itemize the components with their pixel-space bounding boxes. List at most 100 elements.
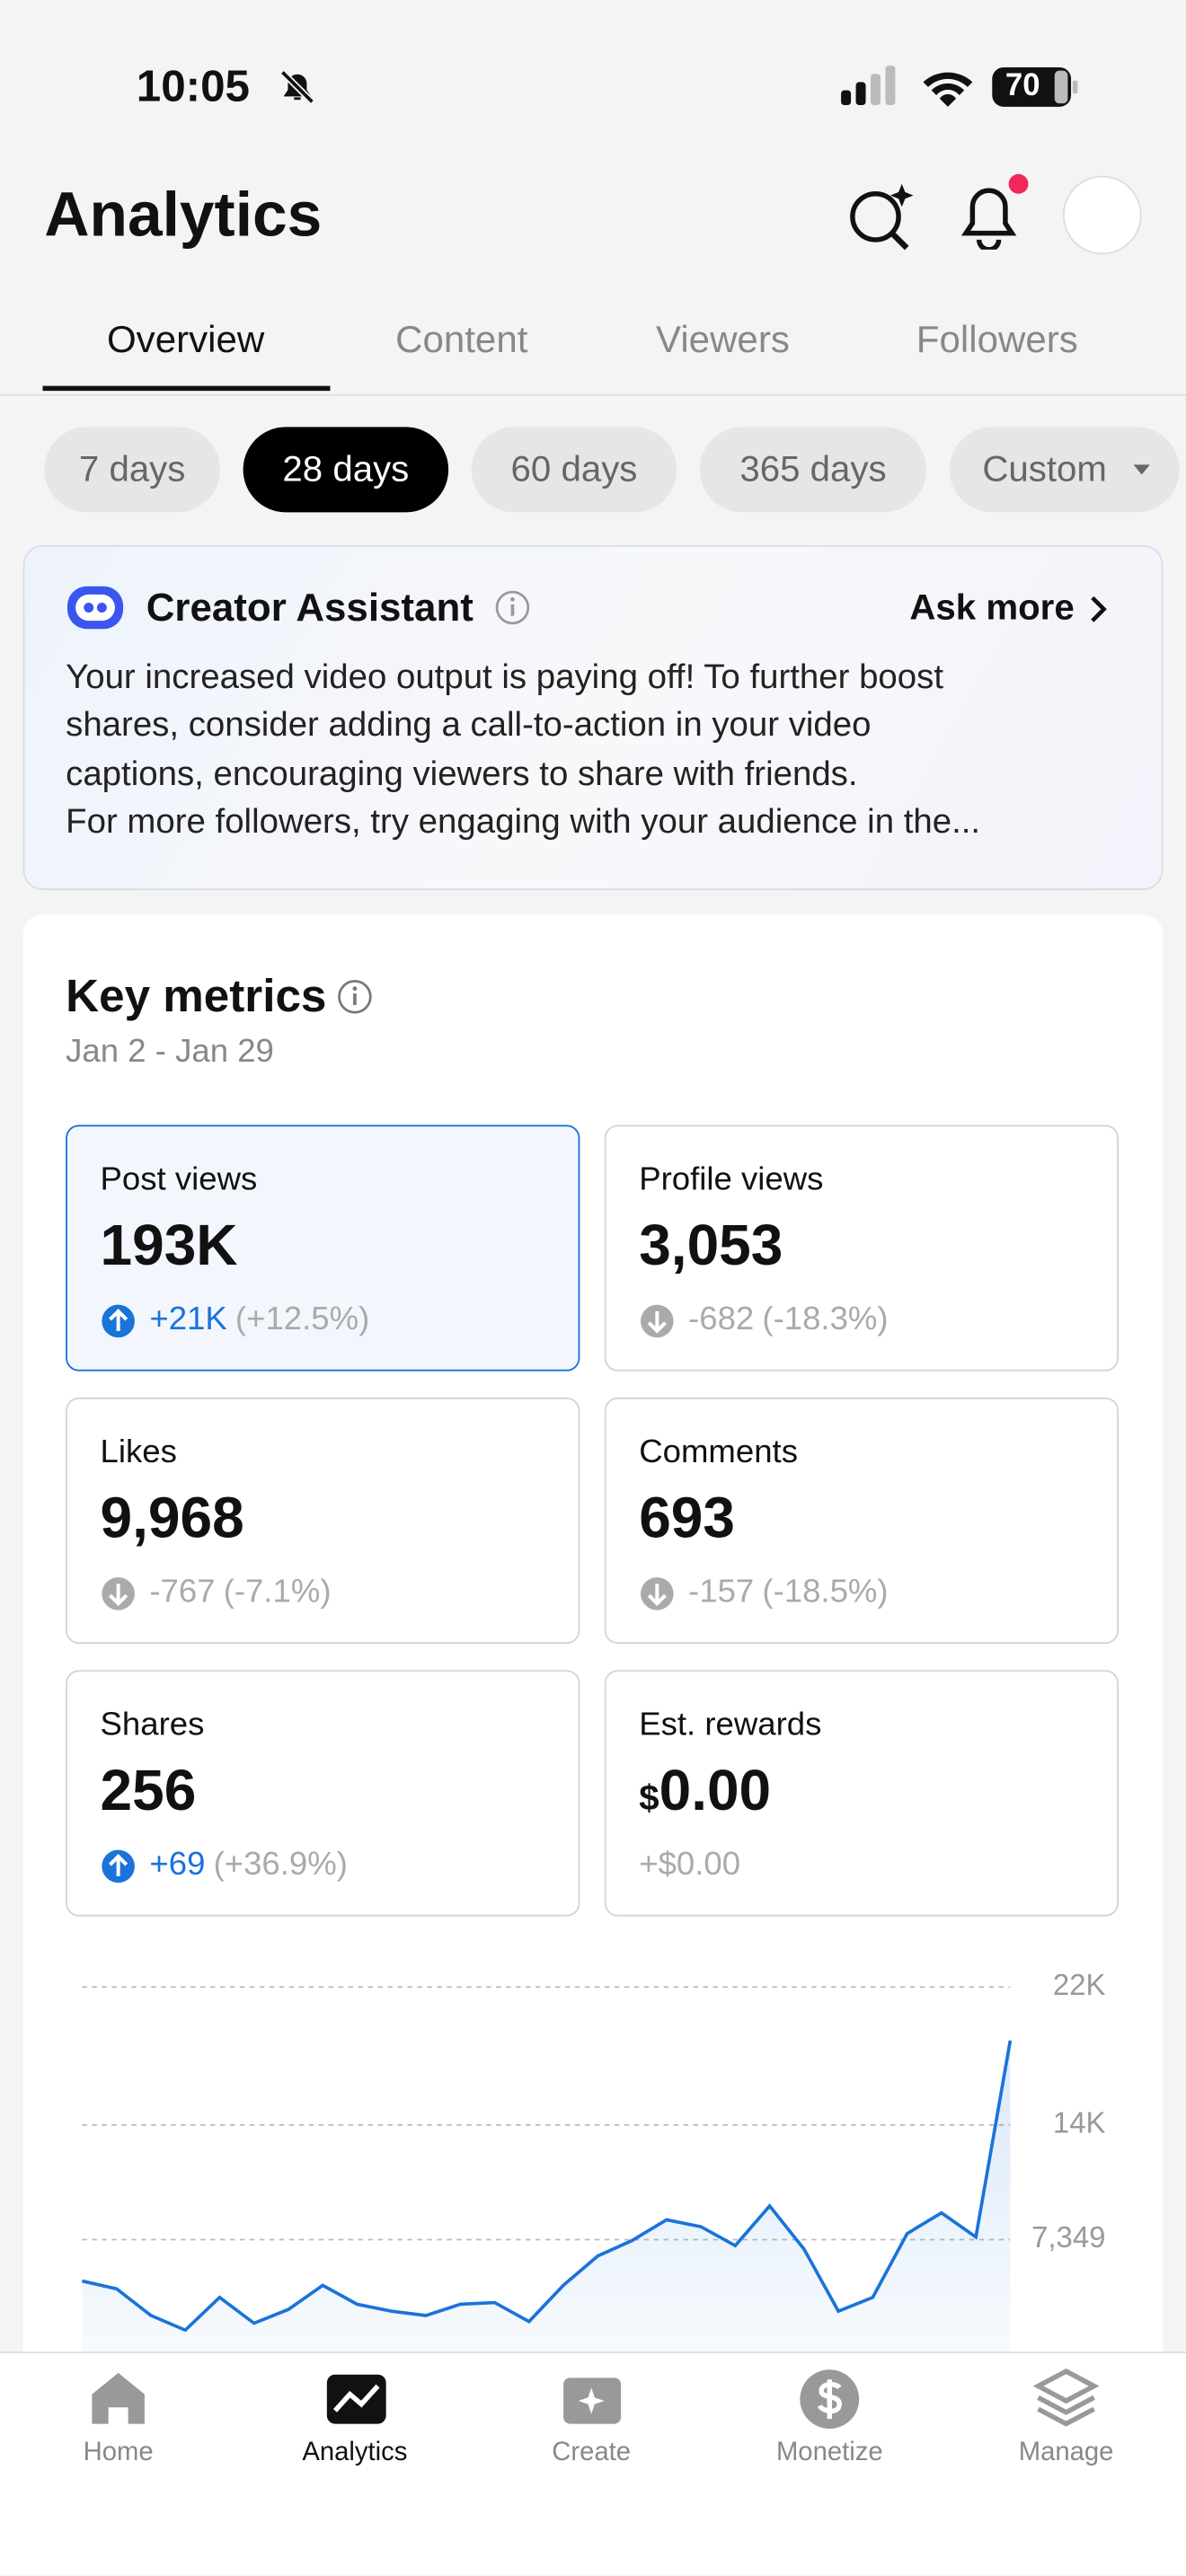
percent: (-18.3%) [762, 1301, 889, 1338]
metric-card[interactable]: Profile views 3,053 -682 (-18.3%) [604, 1125, 1120, 1372]
metric-change: +21K (+12.5%) [101, 1301, 370, 1339]
assistant-card[interactable] [22, 544, 1164, 890]
nav-label[interactable]: Manage [1018, 2439, 1114, 2467]
date-chip[interactable]: Custom [949, 427, 1180, 513]
tab[interactable]: Content [395, 317, 528, 361]
time: 10:05 [136, 61, 251, 111]
trend-arrow [109, 1308, 128, 1330]
metrics-title: Key metrics [66, 970, 327, 1022]
currency: $ [639, 1777, 659, 1818]
change: -682 [688, 1301, 755, 1338]
value: 9,968 [100, 1486, 244, 1550]
metric-label: Comments [639, 1434, 799, 1471]
trend-arrow [109, 1853, 128, 1875]
metric-value: 193K [101, 1213, 238, 1279]
line [82, 2040, 1013, 2333]
y-tick-label: 14K [1053, 2106, 1106, 2139]
divider [0, 393, 1186, 396]
info-icon[interactable] [337, 979, 373, 1015]
value: 0.00 [659, 1759, 772, 1823]
page-title: Analytics [44, 181, 323, 251]
avatar[interactable] [1062, 175, 1142, 255]
change: -767 [149, 1574, 216, 1610]
change: -157 [688, 1574, 755, 1610]
percent: (+36.9%) [213, 1846, 348, 1883]
date-chip[interactable]: 60 days [471, 427, 677, 513]
change: +21K [149, 1301, 227, 1338]
percent: (-7.1%) [223, 1574, 332, 1610]
y-tick-label: 7,349 [1031, 2220, 1105, 2254]
value: 193K [100, 1213, 238, 1278]
metric-label: Profile views [639, 1161, 824, 1198]
value: 693 [639, 1486, 735, 1550]
trend-icon [102, 1303, 135, 1337]
assistant-title: Creator Assistant [146, 586, 474, 631]
change: +69 [149, 1846, 206, 1883]
info-icon[interactable] [494, 589, 530, 625]
trend-arrow [647, 1310, 667, 1333]
tab[interactable]: Viewers [656, 317, 790, 361]
metric-label: Post views [100, 1161, 258, 1198]
trend-arrow [109, 1583, 128, 1606]
metric-label: Shares [100, 1707, 205, 1743]
y-tick-label: 22K [1053, 1968, 1106, 2001]
trend-icon [102, 1848, 135, 1883]
metric-value: 9,968 [101, 1486, 244, 1552]
chip-label: Custom [982, 448, 1107, 490]
metric-change: -767 (-7.1%) [101, 1574, 332, 1611]
assistant-icon [66, 586, 124, 630]
metrics-date: Jan 2 - Jan 29 [66, 1033, 274, 1071]
assistant-text: shares, consider adding a call-to-action… [66, 706, 872, 745]
notifications-icon[interactable] [952, 171, 1031, 250]
metric-change: +$0.00 [639, 1847, 740, 1884]
metric-label: Likes [100, 1434, 177, 1471]
value: 3,053 [639, 1213, 783, 1278]
nav-icons [92, 2368, 1100, 2430]
caret [1133, 464, 1150, 475]
assistant-text: captions, encouraging viewers to share w… [66, 755, 858, 794]
percent: (+12.5%) [235, 1301, 370, 1338]
metric-card[interactable]: Est. rewards $0.00 +$0.00 [604, 1670, 1120, 1917]
nav-label[interactable]: Home [83, 2439, 154, 2467]
metric-card[interactable]: Shares 256 +69 (+36.9%) [66, 1670, 580, 1917]
metric-card[interactable]: Post views 193K +21K (+12.5%) [66, 1125, 580, 1372]
value: 256 [100, 1759, 197, 1823]
assistant-text: Your increased video output is paying of… [66, 658, 944, 697]
area-fill [82, 2040, 1011, 2367]
metric-value: 3,053 [639, 1213, 783, 1279]
trend-arrow [647, 1583, 667, 1606]
nav-label[interactable]: Monetize [775, 2439, 883, 2467]
percent: (-18.5%) [762, 1574, 889, 1610]
trend-icon [102, 1576, 135, 1610]
metric-label: Est. rewards [639, 1707, 822, 1743]
chevron [1091, 595, 1107, 622]
metric-change: -682 (-18.3%) [639, 1301, 889, 1339]
metric-card[interactable]: Likes 9,968 -767 (-7.1%) [66, 1397, 580, 1645]
nav-label[interactable]: Create [552, 2439, 632, 2467]
change: +$0.00 [639, 1846, 741, 1883]
trend-icon [641, 1303, 674, 1337]
status-icons [841, 66, 1078, 107]
metric-value: 693 [639, 1486, 735, 1552]
metric-value: $0.00 [639, 1759, 771, 1824]
ask-more[interactable]: Ask more [909, 586, 1075, 628]
date-chip[interactable]: 365 days [699, 427, 927, 513]
metric-value: 256 [101, 1759, 197, 1824]
tab[interactable]: Followers [916, 317, 1078, 361]
assistant-text: For more followers, try engaging with yo… [66, 803, 981, 842]
date-chip[interactable]: 7 days [44, 427, 220, 513]
mute-icon [279, 69, 314, 104]
tab-underline [42, 385, 331, 392]
trend-icon [641, 1576, 674, 1610]
metric-change: -157 (-18.5%) [639, 1574, 889, 1611]
nav-label[interactable]: Analytics [302, 2439, 408, 2467]
search-ai-icon[interactable] [846, 181, 918, 252]
tab[interactable]: Overview [106, 317, 265, 361]
date-chip[interactable]: 28 days [243, 427, 449, 513]
metric-change: +69 (+36.9%) [101, 1847, 348, 1884]
metric-card[interactable]: Comments 693 -157 (-18.5%) [604, 1397, 1120, 1645]
battery-level: 70 [1005, 68, 1040, 104]
